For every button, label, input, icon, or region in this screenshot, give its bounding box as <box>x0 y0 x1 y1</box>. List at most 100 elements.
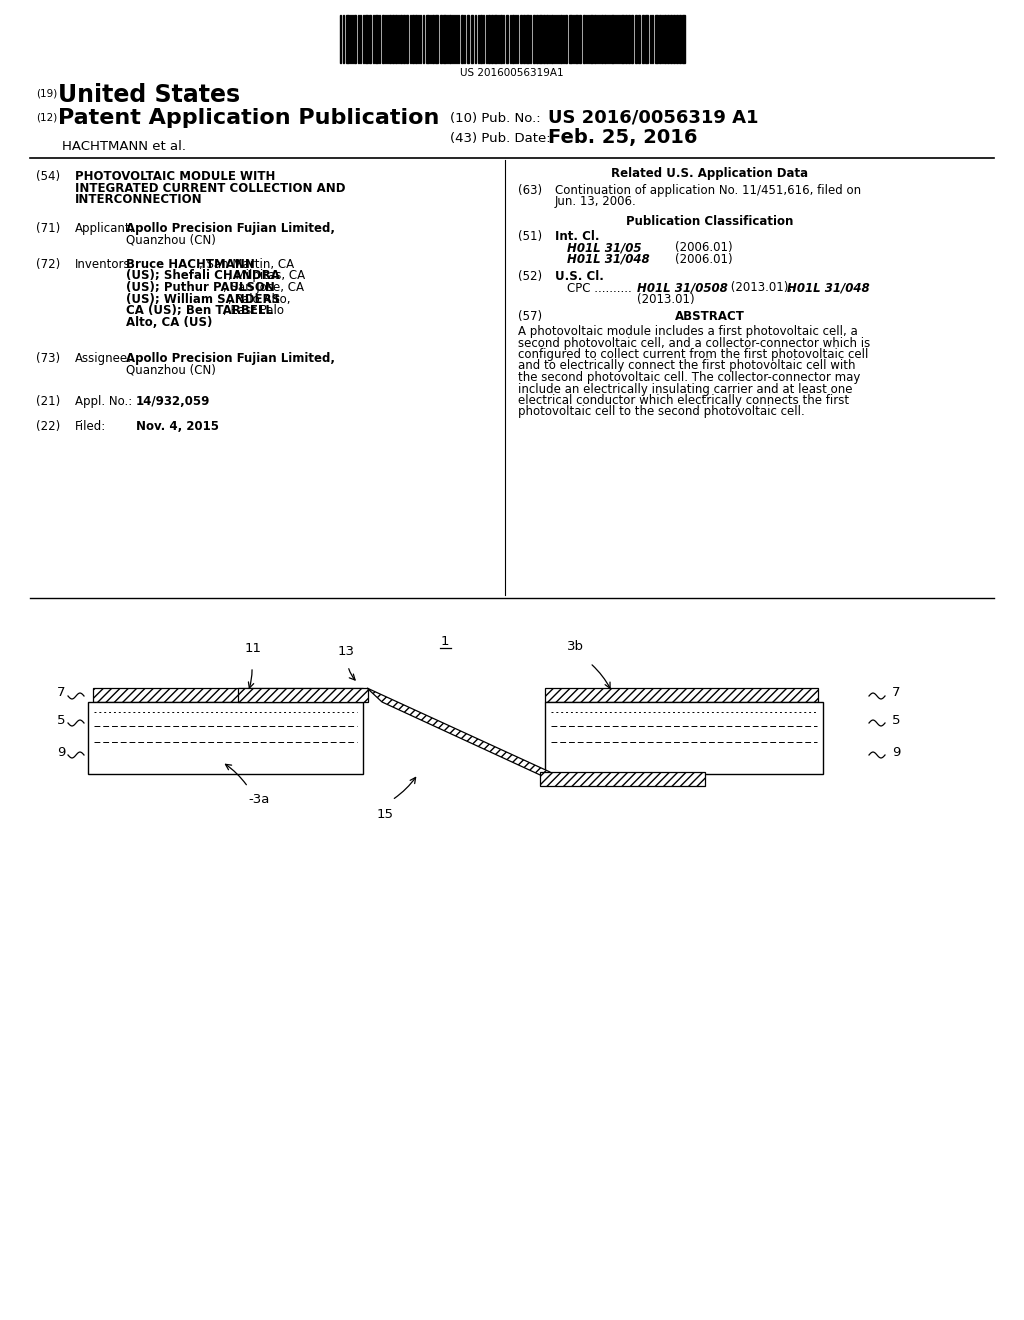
Bar <box>412 15 414 63</box>
Text: INTERCONNECTION: INTERCONNECTION <box>75 193 203 206</box>
Text: CPC ..........: CPC .......... <box>567 281 636 294</box>
Text: H01L 31/05: H01L 31/05 <box>567 242 641 255</box>
Text: CA (US); Ben TARBELL: CA (US); Ben TARBELL <box>126 304 272 317</box>
Text: (12): (12) <box>36 112 57 121</box>
Text: (US); Puthur PAULSON: (US); Puthur PAULSON <box>126 281 274 294</box>
Bar <box>638 15 640 63</box>
Bar <box>464 15 465 63</box>
Bar <box>644 15 647 63</box>
Bar <box>500 15 502 63</box>
Polygon shape <box>367 688 564 785</box>
Bar <box>649 15 651 63</box>
Bar <box>406 15 408 63</box>
Bar <box>490 15 493 63</box>
Text: 7: 7 <box>892 685 900 698</box>
Bar <box>449 15 451 63</box>
Text: (52): (52) <box>518 271 542 282</box>
Text: ABSTRACT: ABSTRACT <box>675 310 744 323</box>
Bar <box>635 15 637 63</box>
Bar <box>392 15 394 63</box>
Text: (57): (57) <box>518 310 542 323</box>
Text: (63): (63) <box>518 183 542 197</box>
Text: H01L 31/048: H01L 31/048 <box>787 281 869 294</box>
Text: (43) Pub. Date:: (43) Pub. Date: <box>450 132 551 145</box>
Bar <box>655 15 657 63</box>
Bar <box>238 688 368 702</box>
Text: (19): (19) <box>36 88 57 98</box>
Text: (21): (21) <box>36 395 60 408</box>
Bar <box>369 15 371 63</box>
Bar <box>608 15 610 63</box>
Bar <box>443 15 445 63</box>
Text: Related U.S. Application Data: Related U.S. Application Data <box>611 168 809 180</box>
Bar <box>418 15 419 63</box>
Text: configured to collect current from the first photovoltaic cell: configured to collect current from the f… <box>518 348 868 360</box>
Text: (2006.01): (2006.01) <box>675 242 732 255</box>
Text: Bruce HACHTMANN: Bruce HACHTMANN <box>126 257 255 271</box>
Bar <box>664 15 666 63</box>
Text: 7: 7 <box>56 685 65 698</box>
Bar <box>470 15 473 63</box>
Bar <box>397 15 399 63</box>
Text: , East Palo: , East Palo <box>223 304 284 317</box>
Text: Apollo Precision Fujian Limited,: Apollo Precision Fujian Limited, <box>126 222 335 235</box>
Text: Feb. 25, 2016: Feb. 25, 2016 <box>548 128 697 147</box>
Bar <box>439 15 442 63</box>
Bar <box>601 15 602 63</box>
Text: Publication Classification: Publication Classification <box>627 215 794 228</box>
Bar <box>641 15 643 63</box>
Bar <box>423 15 424 63</box>
Text: HACHTMANN et al.: HACHTMANN et al. <box>62 140 186 153</box>
Bar <box>389 15 390 63</box>
Bar <box>93 688 362 702</box>
Bar <box>676 15 678 63</box>
Text: Patent Application Publication: Patent Application Publication <box>58 108 439 128</box>
Text: Inventors:: Inventors: <box>75 257 134 271</box>
Bar <box>543 15 545 63</box>
Text: the second photovoltaic cell. The collector-connector may: the second photovoltaic cell. The collec… <box>518 371 860 384</box>
Text: (73): (73) <box>36 352 60 366</box>
Text: 9: 9 <box>56 746 65 759</box>
Bar <box>590 15 593 63</box>
Bar <box>88 702 362 774</box>
Bar <box>545 688 818 702</box>
Text: 11: 11 <box>245 642 262 655</box>
Text: Int. Cl.: Int. Cl. <box>555 230 599 243</box>
Bar <box>611 15 613 63</box>
Text: Quanzhou (CN): Quanzhou (CN) <box>126 234 216 247</box>
Bar <box>546 15 548 63</box>
Text: Filed:: Filed: <box>75 420 106 433</box>
Bar <box>403 15 404 63</box>
Bar <box>540 772 705 785</box>
Text: (54): (54) <box>36 170 60 183</box>
Bar <box>579 15 581 63</box>
Bar <box>670 15 672 63</box>
Text: and to electrically connect the first photovoltaic cell with: and to electrically connect the first ph… <box>518 359 855 372</box>
Text: photovoltaic cell to the second photovoltaic cell.: photovoltaic cell to the second photovol… <box>518 405 805 418</box>
Text: (72): (72) <box>36 257 60 271</box>
Text: INTEGRATED CURRENT COLLECTION AND: INTEGRATED CURRENT COLLECTION AND <box>75 181 345 194</box>
Bar <box>631 15 633 63</box>
Text: 5: 5 <box>892 714 900 726</box>
Bar <box>458 15 459 63</box>
Bar <box>479 15 481 63</box>
Bar <box>512 15 514 63</box>
Bar <box>682 15 684 63</box>
Text: U.S. Cl.: U.S. Cl. <box>555 271 604 282</box>
Text: -3a: -3a <box>248 793 269 807</box>
Text: , Milpitas, CA: , Milpitas, CA <box>228 269 305 282</box>
Text: second photovoltaic cell, and a collector-connector which is: second photovoltaic cell, and a collecto… <box>518 337 870 350</box>
Bar <box>603 15 605 63</box>
Text: Quanzhou (CN): Quanzhou (CN) <box>126 363 216 376</box>
Text: Nov. 4, 2015: Nov. 4, 2015 <box>136 420 219 433</box>
Text: (71): (71) <box>36 222 60 235</box>
Bar <box>379 15 380 63</box>
Text: , San Martin, CA: , San Martin, CA <box>199 257 294 271</box>
Text: 3b: 3b <box>567 640 584 653</box>
Bar <box>386 15 388 63</box>
Bar <box>354 15 356 63</box>
Bar <box>342 15 344 63</box>
Text: Jun. 13, 2006.: Jun. 13, 2006. <box>555 195 637 209</box>
Bar <box>667 15 669 63</box>
Text: United States: United States <box>58 83 240 107</box>
